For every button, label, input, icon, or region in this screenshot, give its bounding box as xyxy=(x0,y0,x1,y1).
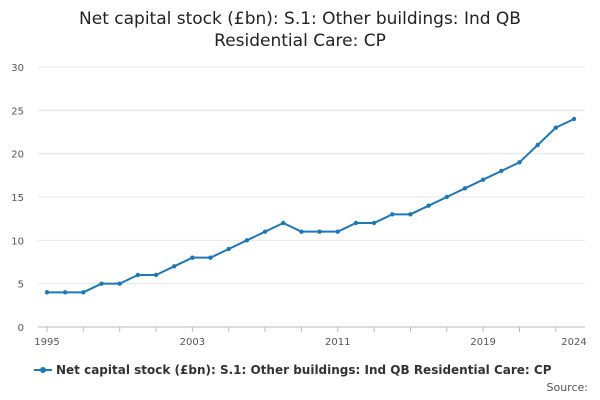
data-point xyxy=(390,212,395,217)
x-tick-label: 2003 xyxy=(180,337,205,348)
data-point xyxy=(117,281,122,286)
y-tick-label: 10 xyxy=(11,236,24,247)
source-label: Source: xyxy=(546,381,589,394)
data-point xyxy=(99,281,104,286)
data-point xyxy=(244,238,250,243)
data-point xyxy=(299,229,304,234)
y-tick-label: 15 xyxy=(11,193,24,204)
data-point xyxy=(317,229,322,234)
data-point xyxy=(426,203,431,208)
data-point xyxy=(281,220,286,226)
chart-title: Net capital stock (£bn): S.1: Other buil… xyxy=(0,8,600,52)
data-point xyxy=(571,116,577,122)
data-point xyxy=(262,229,268,234)
legend[interactable]: Net capital stock (£bn): S.1: Other buil… xyxy=(34,363,552,377)
data-point xyxy=(535,142,540,148)
data-point xyxy=(190,255,195,260)
data-point xyxy=(444,194,449,200)
data-point xyxy=(153,272,159,278)
chart-title-line-2: Residential Care: CP xyxy=(214,31,386,51)
data-point xyxy=(335,229,340,234)
series-group xyxy=(44,116,577,295)
data-point xyxy=(172,264,177,269)
data-point xyxy=(517,160,522,165)
x-tick-label: 2011 xyxy=(325,337,350,348)
data-point xyxy=(353,220,359,226)
series-line-0 xyxy=(47,118,575,294)
legend-label: Net capital stock (£bn): S.1: Other buil… xyxy=(56,363,552,377)
data-point xyxy=(480,177,486,182)
data-point xyxy=(208,255,213,260)
y-tick-label: 5 xyxy=(18,280,24,291)
data-point xyxy=(553,125,559,130)
y-tick-label: 20 xyxy=(11,150,24,161)
data-point xyxy=(81,290,86,295)
x-tick-label: 2024 xyxy=(561,337,586,348)
data-point xyxy=(499,168,504,174)
grid-lines xyxy=(38,66,585,328)
data-point xyxy=(44,290,50,295)
x-tick-label: 2019 xyxy=(470,337,495,348)
y-tick-label: 0 xyxy=(18,323,24,334)
y-axis: 0 5 10 15 20 25 30 xyxy=(11,63,24,334)
chart-title-line-1: Net capital stock (£bn): S.1: Other buil… xyxy=(79,9,521,29)
data-point xyxy=(462,186,468,191)
y-tick-label: 30 xyxy=(11,63,24,74)
data-point xyxy=(226,246,231,252)
x-axis: 1995 2003 2011 2019 2024 xyxy=(34,327,587,348)
y-tick-label: 25 xyxy=(11,106,24,117)
data-point xyxy=(408,212,413,217)
data-point xyxy=(135,272,141,278)
data-point xyxy=(62,290,68,295)
x-tick-label: 1995 xyxy=(34,337,59,348)
legend-line-marker-icon xyxy=(34,365,52,375)
data-point xyxy=(371,220,377,226)
